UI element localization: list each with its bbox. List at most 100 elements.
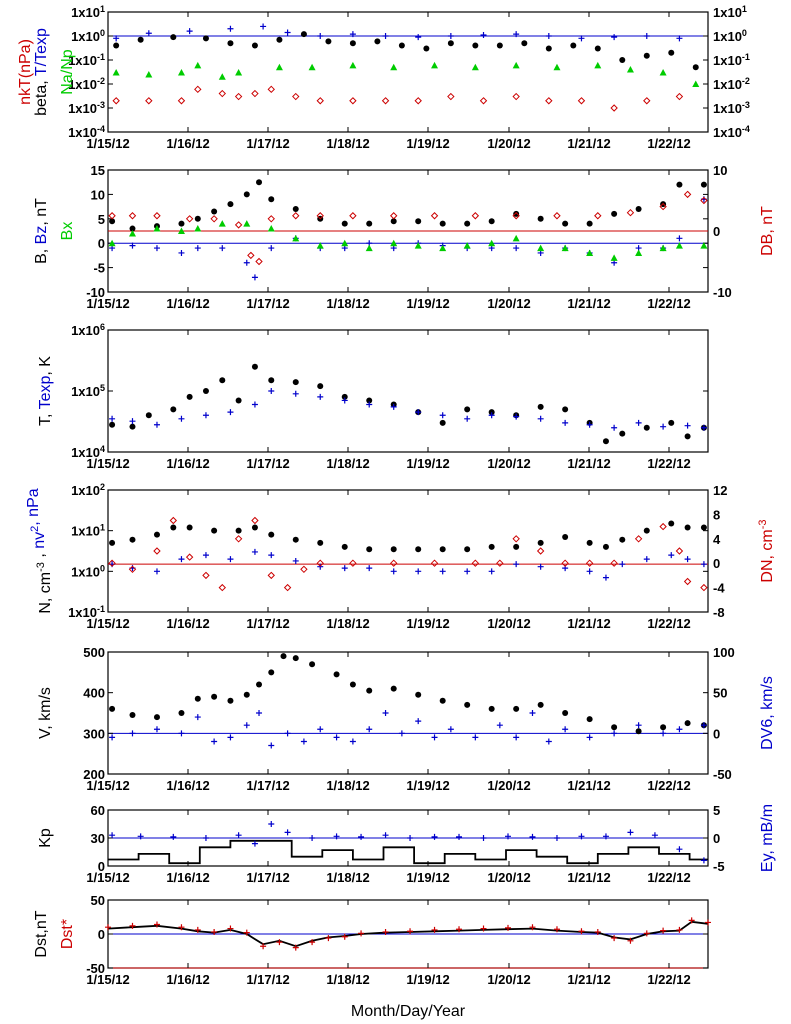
data-point — [545, 45, 552, 52]
data-point — [683, 577, 692, 586]
data-point — [553, 926, 560, 933]
y2-tick-label: 1x10-2 — [713, 76, 750, 92]
data-point — [153, 921, 160, 928]
data-point — [218, 73, 226, 80]
x-tick-label: 1/17/12 — [246, 296, 289, 311]
x-tick-label: 1/18/12 — [326, 296, 369, 311]
data-point — [643, 556, 650, 563]
data-point — [202, 388, 209, 394]
data-point — [635, 419, 642, 426]
panel-Dst: -50 0 50 1/15/12 1/16/12 1/17/12 1/18/12 1/19/1… — [33, 893, 711, 987]
y2-tick-label: 5 — [713, 803, 720, 818]
data-point — [234, 221, 243, 229]
data-point — [211, 527, 218, 534]
data-point — [505, 924, 511, 931]
data-point — [471, 559, 480, 567]
data-point — [659, 244, 667, 252]
panel-V: 200 300 400 500 -50 0 50 100 1/15/12 1/16/12 1/17/… — [37, 645, 776, 793]
data-point — [251, 401, 258, 408]
panel-T: 1x104 1x105 1x106 1/15/12 1/16/12 1/17/12 1/18… — [37, 322, 709, 471]
data-point — [170, 524, 177, 531]
y-tick-label: 1x10-4 — [68, 124, 105, 140]
data-point — [537, 563, 544, 570]
data-point — [366, 565, 373, 572]
data-point — [635, 728, 642, 735]
panel-beta: 1x10-4 1x10-3 1x10-2 1x10-1 1x100 1x101 1x10-4… — [17, 4, 750, 151]
data-point — [578, 928, 585, 935]
panel-N: 1x10-1 1x100 1x101 1x102 -8 -4 0 4 8 12 1/15/12 1/1… — [25, 482, 776, 631]
data-point — [316, 559, 324, 567]
data-point — [626, 66, 634, 73]
y2-tick-label: 8 — [713, 507, 720, 522]
data-point — [676, 726, 683, 733]
series-2 — [108, 516, 708, 592]
data-point — [276, 939, 283, 946]
data-point — [218, 220, 226, 227]
data-point — [109, 421, 116, 428]
x-tick-label: 1/18/12 — [326, 778, 369, 793]
data-point — [415, 218, 422, 225]
data-point — [562, 533, 569, 540]
data-point — [611, 210, 618, 217]
data-point — [643, 52, 650, 59]
data-point — [268, 742, 275, 749]
data-point — [562, 710, 569, 716]
data-point — [390, 559, 398, 567]
series-1 — [109, 196, 707, 281]
x-tick-label: 1/16/12 — [166, 456, 209, 471]
data-point — [537, 403, 544, 410]
data-point — [382, 928, 389, 935]
data-point — [325, 38, 332, 45]
data-point — [570, 42, 577, 49]
y-tick-label: -50 — [86, 961, 105, 976]
data-point — [643, 97, 651, 105]
x-tick-label: 1/21/12 — [567, 616, 610, 631]
data-point — [659, 69, 667, 76]
x-tick-label: 1/21/12 — [567, 136, 610, 151]
series-0 — [109, 179, 707, 232]
data-point — [619, 536, 626, 543]
y2-tick-label: 0 — [713, 224, 720, 239]
data-point — [349, 212, 357, 220]
plot-frame — [107, 489, 709, 613]
y2-tick-label: -4 — [713, 581, 725, 596]
data-point — [178, 220, 185, 227]
data-point — [153, 547, 161, 555]
data-point — [366, 546, 373, 553]
data-point — [109, 734, 116, 741]
data-point — [688, 917, 695, 924]
data-point — [341, 397, 348, 404]
x-tick-label: 1/19/12 — [406, 136, 449, 151]
data-point — [292, 234, 300, 242]
data-point — [178, 710, 185, 716]
data-point — [317, 383, 324, 390]
series-0 — [109, 520, 707, 553]
data-point — [309, 661, 316, 668]
data-point — [381, 97, 390, 105]
data-point — [153, 714, 160, 721]
data-point — [170, 34, 177, 41]
data-point — [341, 239, 349, 247]
y-axis-label: T, Texp, K — [37, 356, 54, 426]
data-point — [341, 543, 348, 550]
data-point — [619, 57, 626, 63]
data-point — [260, 23, 267, 30]
y-tick-label: 1x101 — [71, 523, 105, 539]
x-tick-label: 1/15/12 — [86, 296, 129, 311]
data-point — [545, 97, 553, 105]
data-point — [431, 61, 439, 69]
data-point — [113, 42, 120, 49]
data-point — [619, 430, 626, 437]
data-point — [684, 720, 691, 727]
series-2 — [108, 220, 708, 261]
y-axis-label-secondary: Bx — [59, 222, 76, 241]
y-tick-label: 1x10-2 — [68, 76, 105, 92]
data-point — [676, 35, 683, 42]
data-point — [341, 565, 348, 572]
data-point — [300, 565, 308, 574]
data-point — [227, 556, 234, 563]
data-point — [194, 85, 202, 94]
data-point — [513, 210, 520, 217]
data-point — [488, 412, 495, 419]
data-point — [235, 397, 242, 404]
